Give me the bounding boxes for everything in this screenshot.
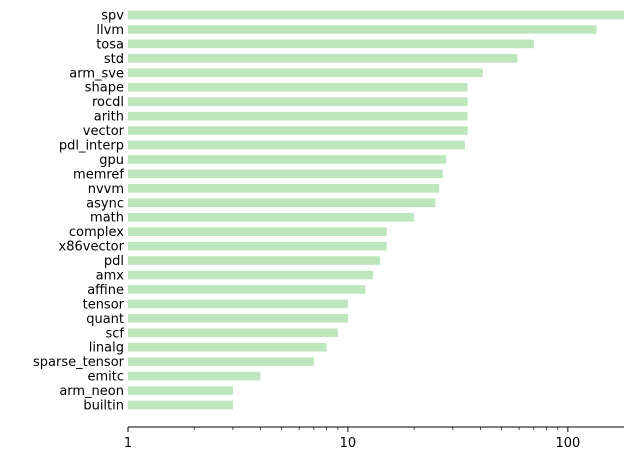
bar-pdl_interp [128,140,465,150]
bar-affine [128,285,366,294]
category-label: spv [101,9,124,24]
category-label: rocdl [92,95,124,110]
bar-arm_sve [128,68,483,78]
bar-emitc [128,371,261,381]
category-label: arm_neon [59,384,124,399]
bar-gpu [128,155,447,164]
x-axis-ticks: 1 10 100 [124,427,580,451]
x-tick-label: 1 [124,436,132,451]
category-label: sparse_tensor [33,355,125,370]
bar-spv [128,10,624,20]
bar-tosa [128,39,534,49]
bar-builtin [128,400,233,410]
bar-vector [128,126,468,135]
category-label: x86vector [59,240,125,255]
category-label: complex [69,225,124,240]
category-label: pdl [104,254,124,269]
category-label: memref [73,167,124,182]
category-label: async [86,196,124,211]
bar-amx [128,270,373,280]
category-label: gpu [99,153,124,168]
bar-x86vector [128,241,387,251]
bar-shape [128,82,468,92]
category-label: arm_sve [69,66,124,81]
category-label: vector [83,124,125,139]
category-label: emitc [87,370,124,385]
category-label: affine [87,283,124,298]
x-tick-label: 100 [555,436,580,451]
bar-sparse_tensor [128,357,314,366]
category-label: nvvm [88,182,124,197]
category-label: arith [94,110,124,125]
x-tick-label: 10 [340,436,357,451]
bar-llvm [128,25,597,34]
category-label: amx [96,269,125,284]
bar-tensor [128,299,348,309]
category-labels: spvllvmtosastdarm_sveshaperocdlarithvect… [33,9,125,414]
category-label: tensor [83,297,125,312]
bar-math [128,212,415,222]
bar-std [128,54,518,63]
category-label: builtin [83,399,124,414]
bar-scf [128,328,338,338]
category-label: quant [86,312,124,327]
bar-arm_neon [128,386,233,395]
bar-pdl [128,256,381,265]
category-label: tosa [96,37,124,52]
category-label: pdl_interp [59,139,124,154]
category-label: math [90,211,124,226]
category-label: scf [106,326,125,341]
bars-group [128,10,624,410]
bar-linalg [128,342,327,352]
bar-arith [128,111,468,121]
bar-rocdl [128,97,468,106]
bar-nvvm [128,184,440,193]
bar-quant [128,314,348,323]
bar-complex [128,227,387,236]
bar-memref [128,169,443,179]
category-label: std [104,52,124,67]
category-label: linalg [89,341,124,356]
bar-async [128,198,436,208]
category-label: shape [85,81,124,96]
category-label: llvm [96,23,124,38]
